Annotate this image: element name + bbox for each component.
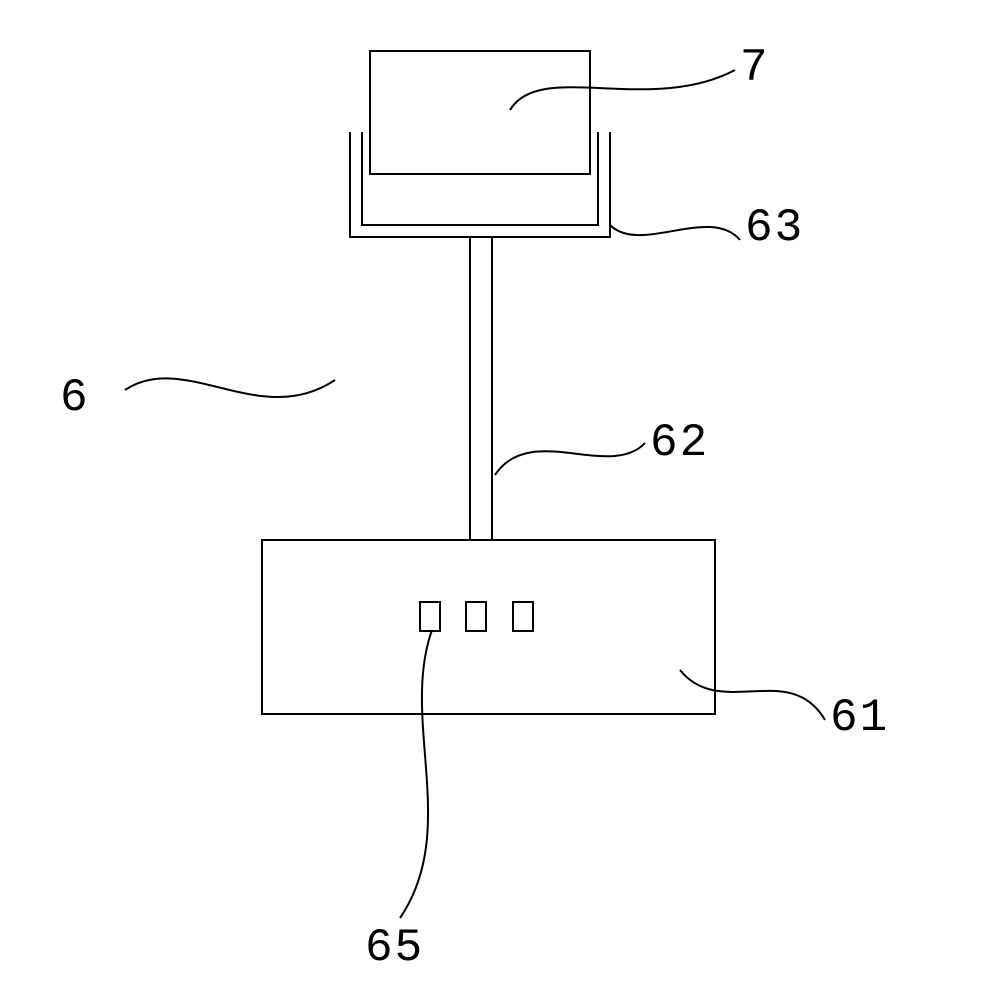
base-block xyxy=(262,540,715,714)
label-l7: 7 xyxy=(740,42,770,94)
label-l61: 61 xyxy=(830,692,889,744)
pole xyxy=(470,237,492,540)
label-l63: 63 xyxy=(745,202,804,254)
leader-to62 xyxy=(495,443,645,475)
u-bracket-inner xyxy=(362,132,598,225)
top-block xyxy=(370,51,590,174)
port-2 xyxy=(466,602,486,631)
label-l62: 62 xyxy=(650,417,709,469)
diagram-svg: 7 63 6 62 61 65 xyxy=(0,0,983,1000)
leader-to7 xyxy=(510,70,735,110)
u-bracket-outer xyxy=(350,132,610,237)
label-l65: 65 xyxy=(365,922,424,974)
port-3 xyxy=(513,602,533,631)
leader-to61 xyxy=(680,670,825,720)
port-1 xyxy=(420,602,440,631)
leader-to63 xyxy=(610,225,740,240)
leader-to6 xyxy=(125,378,335,397)
label-l6: 6 xyxy=(60,372,90,424)
leader-to65 xyxy=(400,630,432,918)
